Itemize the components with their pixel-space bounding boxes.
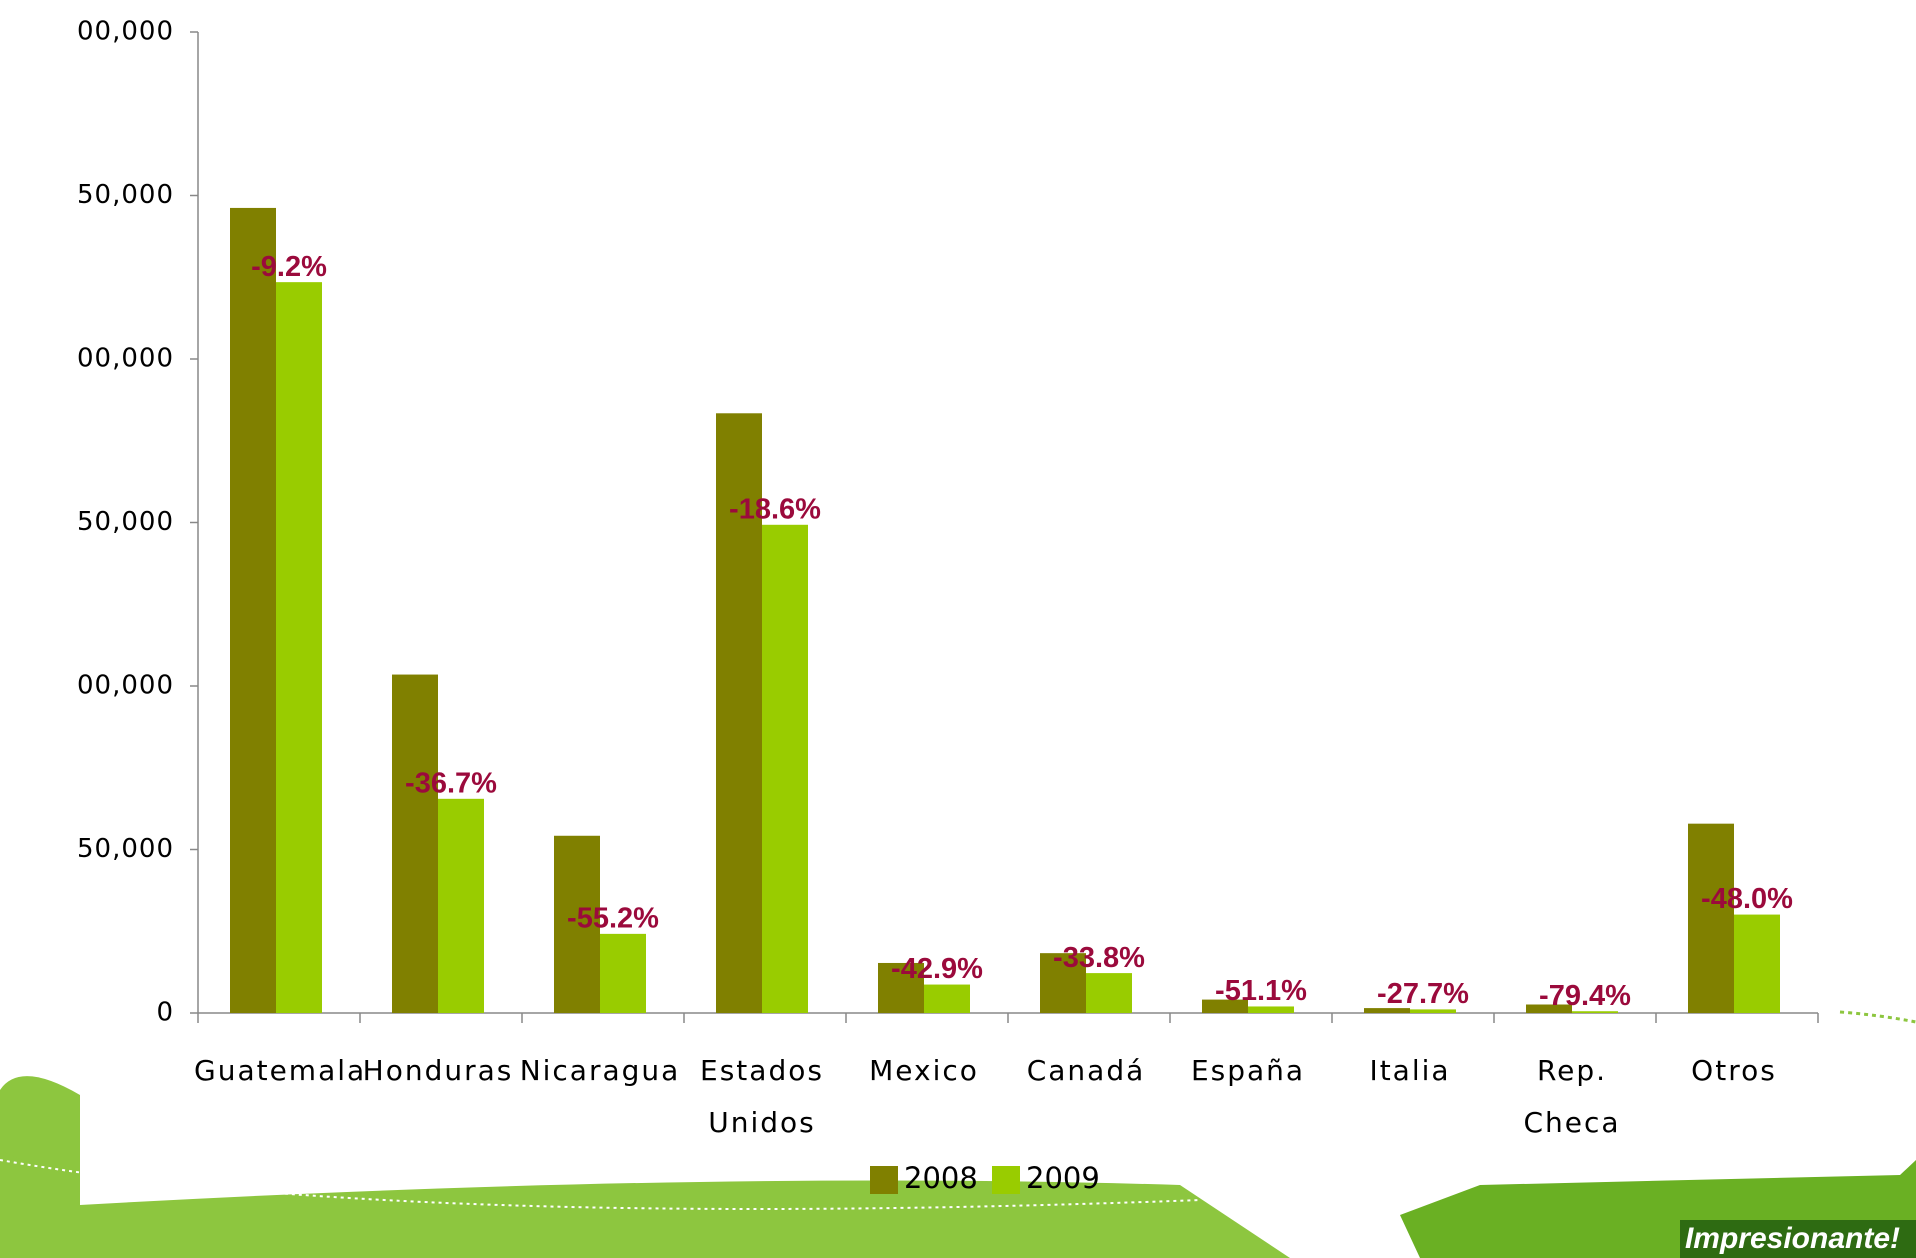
y-tick-label: 0 bbox=[156, 998, 174, 1028]
legend-label: 2008 bbox=[904, 1161, 978, 1195]
x-tick-label: Honduras bbox=[356, 1045, 520, 1097]
change-label: -42.9% bbox=[891, 953, 983, 985]
change-label: -27.7% bbox=[1377, 978, 1469, 1010]
bar bbox=[600, 934, 646, 1013]
y-tick-label: 150,000 bbox=[59, 507, 174, 537]
y-tick-label: 250,000 bbox=[59, 180, 174, 210]
y-tick-label: 300,000 bbox=[59, 17, 174, 47]
x-tick-label: Estados Unidos bbox=[680, 1045, 844, 1149]
x-tick-label: Nicaragua bbox=[518, 1045, 682, 1097]
y-tick-label: 200,000 bbox=[59, 344, 174, 374]
bar bbox=[762, 525, 808, 1013]
bar bbox=[438, 799, 484, 1013]
x-tick-label: Italia bbox=[1328, 1045, 1492, 1097]
change-label: -36.7% bbox=[405, 767, 497, 799]
x-tick-label: Canadá bbox=[1004, 1045, 1168, 1097]
y-tick-label: 100,000 bbox=[59, 671, 174, 701]
change-label: -55.2% bbox=[567, 903, 659, 935]
swoosh-line bbox=[1840, 1012, 1916, 1022]
bar bbox=[1086, 973, 1132, 1013]
x-tick-label: Guatemala bbox=[194, 1045, 358, 1097]
change-label: -48.0% bbox=[1701, 883, 1793, 915]
x-tick-label: España bbox=[1166, 1045, 1330, 1097]
bar bbox=[1688, 824, 1734, 1013]
x-tick-label: Otros bbox=[1652, 1045, 1816, 1097]
legend-label: 2009 bbox=[1026, 1161, 1100, 1195]
change-label: -18.6% bbox=[729, 493, 821, 525]
x-tick-label: Rep. Checa bbox=[1490, 1045, 1654, 1149]
y-tick-label: 50,000 bbox=[77, 834, 174, 864]
change-label: -9.2% bbox=[251, 251, 327, 283]
slide: Impresionante! 0 50,000 100,000 150,000 200,… bbox=[0, 0, 1916, 1258]
bar bbox=[230, 208, 276, 1013]
change-label: -51.1% bbox=[1215, 975, 1307, 1007]
logo-tagline: Impresionante! bbox=[1685, 1222, 1900, 1255]
change-label: -79.4% bbox=[1539, 980, 1631, 1012]
x-tick-label: Mexico bbox=[842, 1045, 1006, 1097]
bar bbox=[1734, 915, 1780, 1013]
change-label: -33.8% bbox=[1053, 942, 1145, 974]
bar bbox=[1248, 1006, 1294, 1013]
plot: 0 50,000 100,000 150,000 200,000 250,000 300,0… bbox=[59, 17, 1818, 1028]
bar bbox=[924, 985, 970, 1013]
legend-swatch bbox=[992, 1166, 1020, 1194]
bar bbox=[276, 282, 322, 1013]
bar bbox=[392, 675, 438, 1013]
legend-swatch bbox=[870, 1166, 898, 1194]
